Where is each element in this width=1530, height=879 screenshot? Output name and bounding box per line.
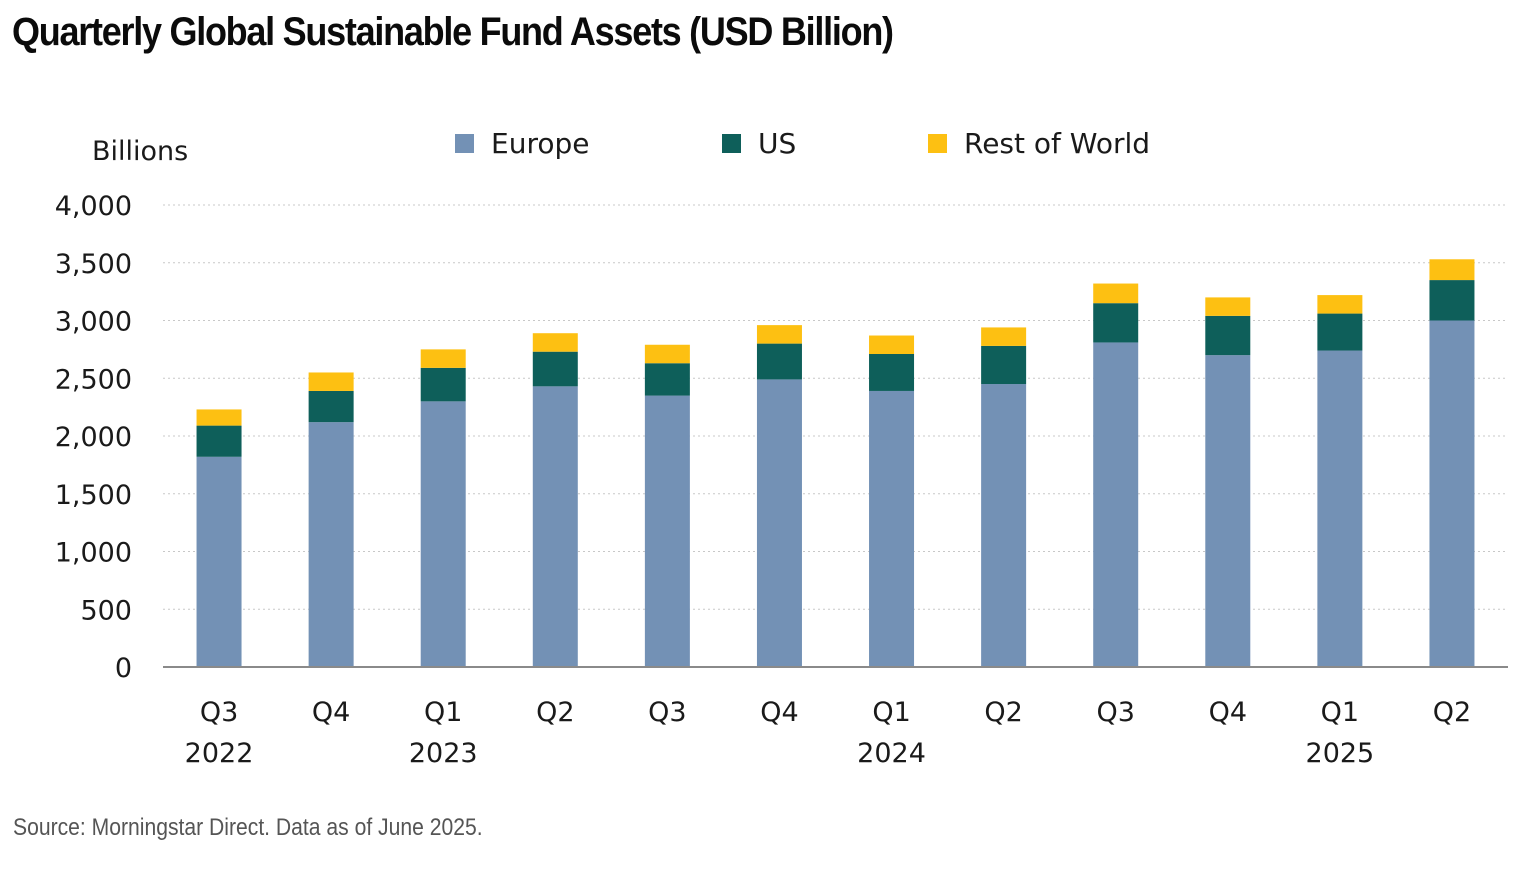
- y-tick-label: 1,000: [55, 538, 132, 569]
- x-tick-label: Q3: [648, 697, 686, 728]
- bars: [196, 259, 1475, 667]
- x-tick-label: Q4: [312, 697, 350, 728]
- bar-europe: [869, 390, 915, 667]
- x-year-label: 2022: [185, 738, 254, 769]
- legend-label: US: [758, 127, 796, 160]
- bar-rest-of-world: [532, 333, 578, 352]
- bar-us: [420, 367, 466, 402]
- y-tick-label: 1,500: [55, 480, 132, 511]
- bar-europe: [644, 395, 690, 667]
- bar-europe: [1093, 342, 1139, 667]
- y-tick-label: 4,000: [55, 191, 132, 222]
- axes: 0 500 1,000 1,500 2,000 2,500 3,000 3,500 4,000 B…: [55, 136, 1508, 769]
- bar-us: [981, 345, 1027, 385]
- bar-europe: [1429, 320, 1475, 667]
- bar-rest-of-world: [1093, 283, 1139, 304]
- bar-us: [1093, 303, 1139, 343]
- bar-us: [308, 390, 354, 423]
- chart-title: Quarterly Global Sustainable Fund Assets…: [12, 10, 894, 54]
- legend: Europe US Rest of World: [455, 127, 1150, 160]
- bar-rest-of-world: [644, 344, 690, 364]
- y-tick-label: 2,500: [55, 364, 132, 395]
- bar-europe: [1205, 355, 1251, 667]
- y-tick-label: 0: [115, 653, 132, 684]
- x-tick-label: Q4: [1209, 697, 1247, 728]
- legend-swatch-us: [722, 134, 741, 153]
- bar-us: [644, 363, 690, 396]
- bar-europe: [756, 379, 802, 667]
- bar-rest-of-world: [1317, 295, 1363, 314]
- bar-rest-of-world: [981, 327, 1027, 346]
- bar-rest-of-world: [869, 335, 915, 354]
- bar-rest-of-world: [196, 409, 242, 426]
- gridlines: [163, 204, 1508, 610]
- legend-swatch-europe: [455, 134, 474, 153]
- bar-europe: [1317, 350, 1363, 667]
- bar-europe: [981, 384, 1027, 667]
- x-year-label: 2025: [1306, 738, 1375, 769]
- y-tick-label: 2,000: [55, 422, 132, 453]
- y-tick-label: 500: [80, 595, 132, 626]
- source-note: Source: Morningstar Direct. Data as of J…: [13, 814, 483, 841]
- bar-rest-of-world: [1205, 297, 1251, 316]
- bar-rest-of-world: [1429, 259, 1475, 281]
- bar-europe: [420, 401, 466, 667]
- bar-us: [756, 343, 802, 380]
- bar-us: [1205, 315, 1251, 356]
- bar-rest-of-world: [420, 349, 466, 368]
- x-tick-label: Q2: [536, 697, 574, 728]
- bar-us: [869, 353, 915, 391]
- x-tick-label: Q3: [200, 697, 238, 728]
- bar-rest-of-world: [756, 325, 802, 344]
- bar-europe: [196, 456, 242, 667]
- y-tick-label: 3,000: [55, 307, 132, 338]
- bar-us: [1429, 280, 1475, 321]
- bar-europe: [532, 386, 578, 667]
- legend-label: Europe: [491, 127, 589, 160]
- x-tick-label: Q3: [1096, 697, 1134, 728]
- x-tick-label: Q1: [872, 697, 910, 728]
- bar-us: [1317, 313, 1363, 351]
- bar-europe: [308, 422, 354, 667]
- y-axis-title: Billions: [92, 136, 188, 167]
- legend-label: Rest of World: [964, 127, 1150, 160]
- x-year-label: 2023: [409, 738, 478, 769]
- x-tick-label: Q2: [984, 697, 1022, 728]
- y-tick-label: 3,500: [55, 249, 132, 280]
- x-tick-label: Q1: [424, 697, 462, 728]
- x-tick-label: Q2: [1433, 697, 1471, 728]
- x-year-label: 2024: [857, 738, 926, 769]
- bar-us: [532, 351, 578, 387]
- bar-rest-of-world: [308, 372, 354, 391]
- bar-us: [196, 425, 242, 457]
- legend-swatch-rest-of-world: [928, 134, 947, 153]
- x-tick-label: Q1: [1321, 697, 1359, 728]
- x-tick-label: Q4: [760, 697, 798, 728]
